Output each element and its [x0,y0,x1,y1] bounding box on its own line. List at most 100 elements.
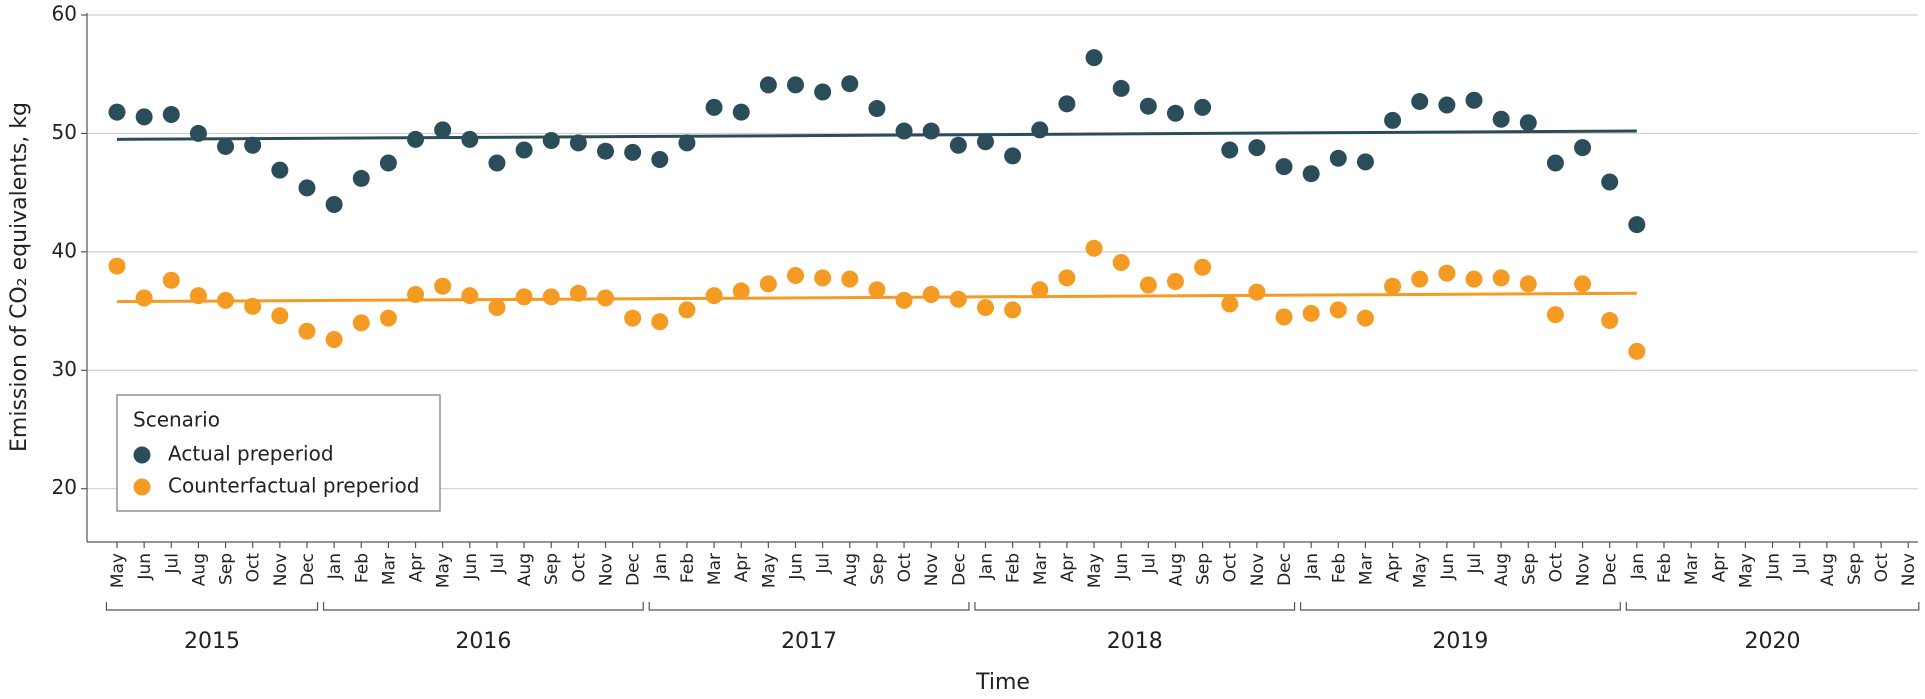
year-label: 2016 [455,629,511,654]
x-tick-label: May [108,553,128,588]
point [379,309,397,327]
point [1519,275,1537,293]
point [1438,264,1456,282]
x-tick-label: Apr [732,553,752,582]
x-tick-label: Mar [1031,553,1051,585]
point [868,100,886,118]
point [841,75,859,93]
point [1492,110,1510,128]
x-tick-label: Aug [1818,553,1838,586]
point [1194,98,1212,116]
point [352,314,370,332]
x-tick-label: May [759,553,779,588]
x-tick-label: May [434,553,454,588]
x-tick-label: May [1085,553,1105,588]
point [488,299,506,317]
point [1085,49,1103,67]
x-tick-label: Jan [325,553,345,580]
legend-marker [133,478,151,496]
x-tick-label: Dec [1601,553,1621,586]
point [1384,277,1402,295]
x-tick-label: Sep [542,553,562,585]
point [1574,139,1592,157]
point [1194,258,1212,276]
point [814,269,832,287]
x-tick-label: Mar [1356,553,1376,585]
y-tick-label: 60 [52,2,77,26]
point [597,142,615,160]
x-tick-label: Jan [651,553,671,580]
point [1275,308,1293,326]
point [135,289,153,307]
point [895,291,913,309]
x-tick-label: Nov [1899,553,1919,586]
x-tick-label: Aug [841,553,861,586]
year-label: 2015 [184,629,240,654]
point [1139,97,1157,115]
x-tick-label: Jul [1791,553,1811,575]
x-tick-label: Sep [217,553,237,585]
year-bracket [105,602,319,611]
year-bracket [648,602,970,611]
point [1302,304,1320,322]
year-bracket [1625,602,1920,611]
point [949,290,967,308]
x-tick-label: Feb [1655,553,1675,583]
point [732,103,750,121]
point [135,108,153,126]
point [1139,276,1157,294]
point [651,150,669,168]
point [895,122,913,140]
x-tick-label: Dec [949,553,969,586]
point [976,133,994,151]
point [1004,147,1022,165]
legend-title: Scenario [133,408,220,432]
x-tick-label: Jun [135,553,155,581]
x-tick-label: Jun [1438,553,1458,581]
x-tick-label: Jul [162,553,182,575]
point [325,330,343,348]
trend-line [116,129,1637,141]
x-tick-label: Jun [1764,553,1784,581]
point [976,299,994,317]
x-tick-label: Jan [1628,553,1648,580]
x-tick-label: Apr [1709,553,1729,582]
x-tick-label: Jan [976,553,996,580]
x-tick-label: Nov [1574,553,1594,586]
point [1356,153,1374,171]
point [787,76,804,94]
point [1085,239,1103,257]
x-tick-label: Sep [1194,553,1214,585]
point [542,288,560,306]
point [515,288,533,306]
point [1058,269,1076,287]
x-tick-label: Oct [1546,553,1566,583]
x-tick-label: Mar [705,553,725,585]
point [162,271,180,289]
y-tick-label: 40 [52,238,77,262]
x-tick-label: Aug [515,553,535,586]
y-tick-label: 50 [52,120,77,144]
point [1112,254,1130,272]
point [189,287,207,305]
point [1302,165,1320,183]
point [461,130,479,148]
point [814,83,832,101]
x-axis-label: Time [975,670,1030,695]
x-tick-label: Oct [244,553,264,583]
point [651,313,669,331]
point [1465,91,1483,109]
x-tick-label: Jul [814,553,834,575]
point [1465,270,1483,288]
x-tick-label: Nov [1248,553,1268,586]
point [461,287,479,305]
point [1248,283,1266,301]
x-tick-label: Oct [569,553,589,583]
point [162,105,180,123]
x-tick-label: Aug [1492,553,1512,586]
point [244,136,262,154]
point [1628,216,1646,234]
point [244,297,262,315]
point [1628,342,1646,360]
legend-label: Actual preperiod [168,442,334,466]
